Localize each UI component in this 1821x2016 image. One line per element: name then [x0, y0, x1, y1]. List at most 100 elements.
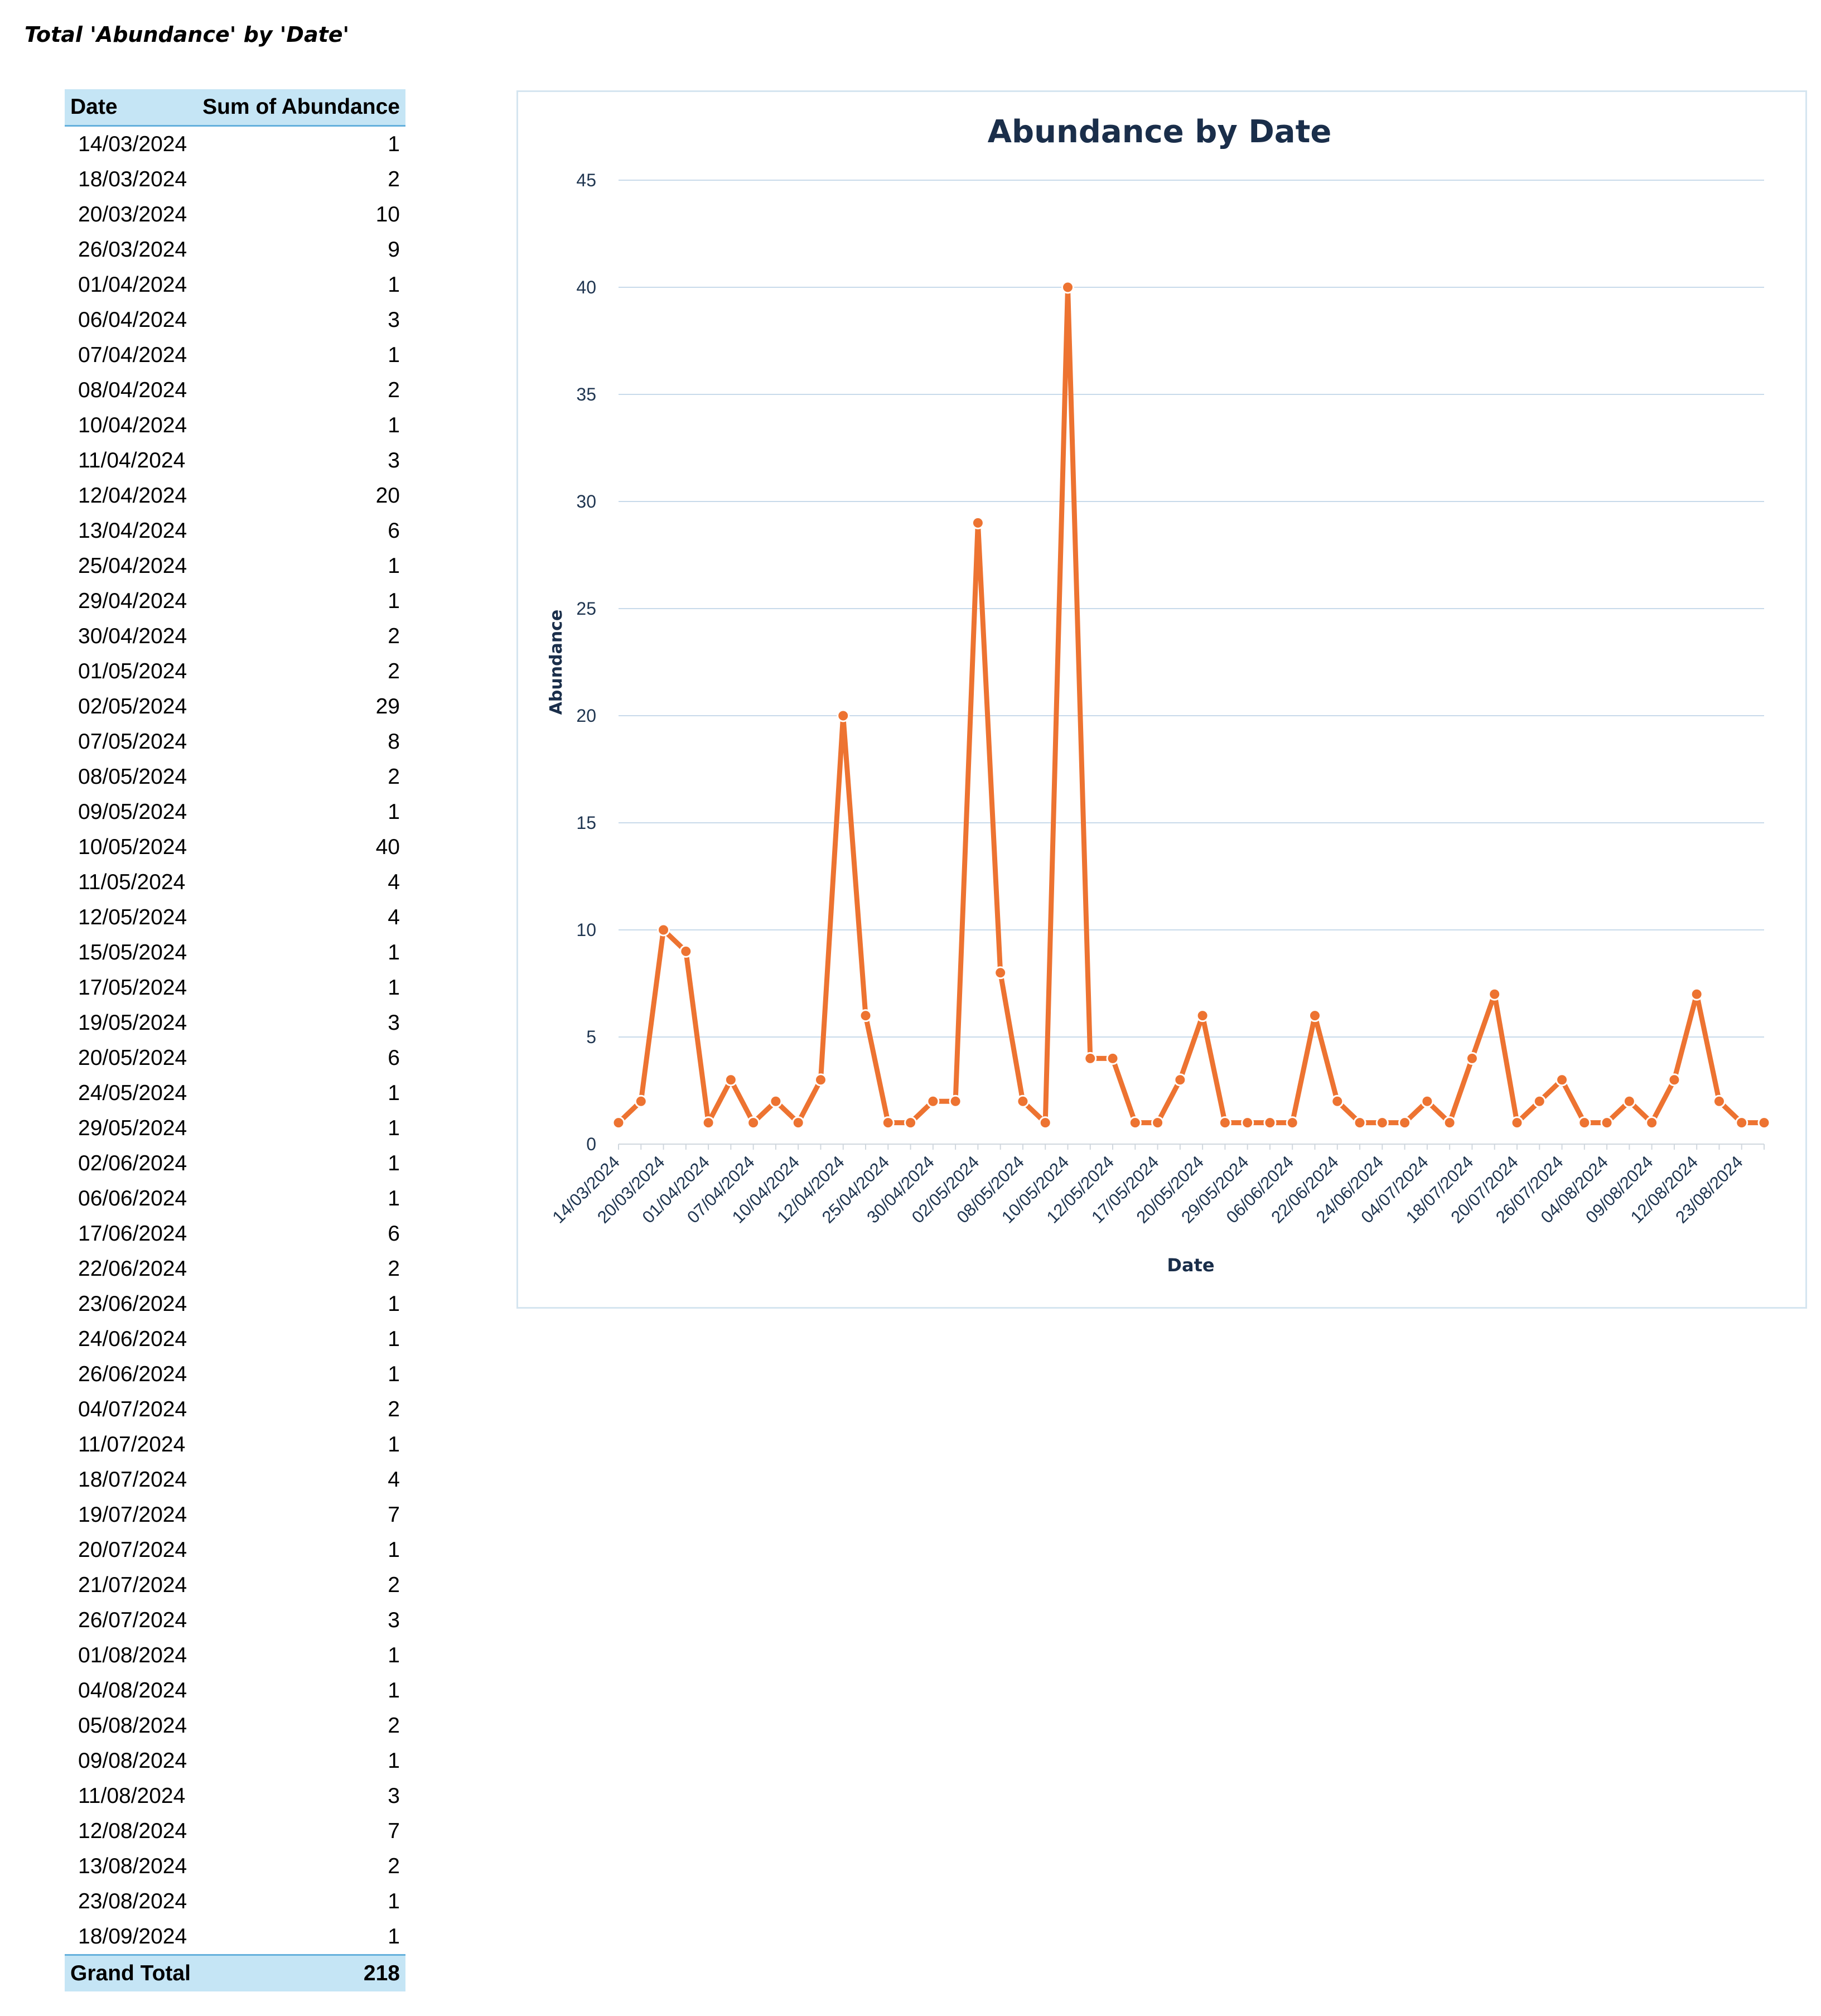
table-row[interactable]: 29/04/2024 1: [65, 583, 405, 619]
table-row[interactable]: 06/04/2024 3: [65, 302, 405, 337]
row-value: 1: [388, 1291, 400, 1316]
table-row[interactable]: 11/05/2024 4: [65, 865, 405, 900]
pivot-grand-total-row: Grand Total 218: [65, 1954, 405, 1991]
table-row[interactable]: 20/07/2024 1: [65, 1532, 405, 1568]
row-date: 07/04/2024: [78, 343, 187, 367]
data-point: [1286, 1116, 1299, 1130]
table-row[interactable]: 20/03/2024 10: [65, 197, 405, 232]
row-date: 20/03/2024: [78, 202, 187, 226]
row-date: 04/07/2024: [78, 1397, 187, 1421]
table-row[interactable]: 23/06/2024 1: [65, 1286, 405, 1322]
data-point: [1218, 1116, 1231, 1130]
table-row[interactable]: 01/08/2024 1: [65, 1638, 405, 1673]
row-date: 06/04/2024: [78, 307, 187, 332]
data-point: [634, 1094, 648, 1108]
row-value: 10: [375, 202, 400, 226]
table-row[interactable]: 12/04/2024 20: [65, 478, 405, 513]
table-row[interactable]: 25/04/2024 1: [65, 548, 405, 583]
data-point: [837, 709, 850, 722]
data-point: [1600, 1116, 1614, 1130]
row-value: 2: [388, 1256, 400, 1281]
table-row[interactable]: 02/06/2024 1: [65, 1146, 405, 1181]
table-row[interactable]: 11/07/2024 1: [65, 1427, 405, 1462]
table-row[interactable]: 10/05/2024 40: [65, 829, 405, 865]
row-value: 1: [388, 343, 400, 367]
table-row[interactable]: 07/04/2024 1: [65, 337, 405, 373]
data-point: [1196, 1009, 1209, 1023]
table-row[interactable]: 09/05/2024 1: [65, 794, 405, 829]
data-point: [1712, 1094, 1726, 1108]
table-row[interactable]: 13/08/2024 2: [65, 1849, 405, 1884]
table-row[interactable]: 11/04/2024 3: [65, 443, 405, 478]
table-row[interactable]: 26/07/2024 3: [65, 1603, 405, 1638]
pivot-header-date[interactable]: Date: [70, 95, 118, 119]
row-date: 23/08/2024: [78, 1889, 187, 1913]
table-row[interactable]: 18/03/2024 2: [65, 162, 405, 197]
table-row[interactable]: 23/08/2024 1: [65, 1884, 405, 1919]
table-row[interactable]: 11/08/2024 3: [65, 1778, 405, 1814]
data-point: [702, 1116, 715, 1130]
table-row[interactable]: 07/05/2024 8: [65, 724, 405, 759]
table-row[interactable]: 20/05/2024 6: [65, 1040, 405, 1075]
chart-area[interactable]: Abundance by Date 0 5 10 15 20 25 30 35 40 45 14/03…: [516, 90, 1807, 1309]
grand-total-label: Grand Total: [70, 1961, 191, 1985]
data-point: [1375, 1116, 1389, 1130]
row-value: 1: [388, 975, 400, 1000]
row-value: 1: [388, 1327, 400, 1351]
y-tick-label: 10: [576, 920, 596, 940]
table-row[interactable]: 10/04/2024 1: [65, 408, 405, 443]
table-row[interactable]: 05/08/2024 2: [65, 1708, 405, 1743]
pivot-header-sum[interactable]: Sum of Abundance: [202, 95, 400, 119]
row-date: 17/05/2024: [78, 975, 187, 1000]
table-row[interactable]: 19/07/2024 7: [65, 1497, 405, 1532]
data-point: [1690, 987, 1703, 1001]
table-row[interactable]: 04/08/2024 1: [65, 1673, 405, 1708]
table-row[interactable]: 21/07/2024 2: [65, 1568, 405, 1603]
table-row[interactable]: 13/04/2024 6: [65, 513, 405, 548]
data-point: [994, 966, 1007, 980]
table-row[interactable]: 01/05/2024 2: [65, 654, 405, 689]
table-row[interactable]: 15/05/2024 1: [65, 935, 405, 970]
table-row[interactable]: 12/08/2024 7: [65, 1814, 405, 1849]
row-date: 26/03/2024: [78, 237, 187, 262]
table-row[interactable]: 02/05/2024 29: [65, 689, 405, 724]
row-value: 1: [388, 1081, 400, 1105]
table-row[interactable]: 08/04/2024 2: [65, 373, 405, 408]
y-tick-label: 35: [576, 384, 596, 404]
table-row[interactable]: 24/06/2024 1: [65, 1322, 405, 1357]
row-value: 3: [388, 1010, 400, 1035]
table-row[interactable]: 30/04/2024 2: [65, 619, 405, 654]
data-point: [1173, 1073, 1187, 1087]
table-row[interactable]: 18/07/2024 4: [65, 1462, 405, 1497]
data-point: [791, 1116, 805, 1130]
data-point: [1353, 1116, 1366, 1130]
row-date: 04/08/2024: [78, 1678, 187, 1702]
table-row[interactable]: 01/04/2024 1: [65, 267, 405, 302]
table-row[interactable]: 17/06/2024 6: [65, 1216, 405, 1251]
data-point: [814, 1073, 827, 1087]
table-row[interactable]: 04/07/2024 2: [65, 1392, 405, 1427]
table-row[interactable]: 14/03/2024 1: [65, 127, 405, 162]
table-row[interactable]: 18/09/2024 1: [65, 1919, 405, 1954]
data-point: [679, 944, 693, 958]
data-point: [1241, 1116, 1254, 1130]
row-value: 29: [375, 694, 400, 718]
table-row[interactable]: 26/03/2024 9: [65, 232, 405, 267]
row-value: 7: [388, 1502, 400, 1527]
table-row[interactable]: 06/06/2024 1: [65, 1181, 405, 1216]
row-date: 12/04/2024: [78, 483, 187, 508]
table-row[interactable]: 09/08/2024 1: [65, 1743, 405, 1778]
row-date: 18/09/2024: [78, 1924, 187, 1949]
table-row[interactable]: 08/05/2024 2: [65, 759, 405, 794]
line-chart: Abundance by Date05101520253035404514/03…: [547, 114, 1771, 1276]
y-tick-label: 5: [586, 1027, 596, 1047]
table-row[interactable]: 12/05/2024 4: [65, 900, 405, 935]
table-row[interactable]: 19/05/2024 3: [65, 1005, 405, 1040]
row-value: 1: [388, 1889, 400, 1913]
table-row[interactable]: 24/05/2024 1: [65, 1075, 405, 1111]
y-axis-title: Abundance: [547, 610, 566, 715]
table-row[interactable]: 29/05/2024 1: [65, 1111, 405, 1146]
table-row[interactable]: 17/05/2024 1: [65, 970, 405, 1005]
table-row[interactable]: 22/06/2024 2: [65, 1251, 405, 1286]
table-row[interactable]: 26/06/2024 1: [65, 1357, 405, 1392]
